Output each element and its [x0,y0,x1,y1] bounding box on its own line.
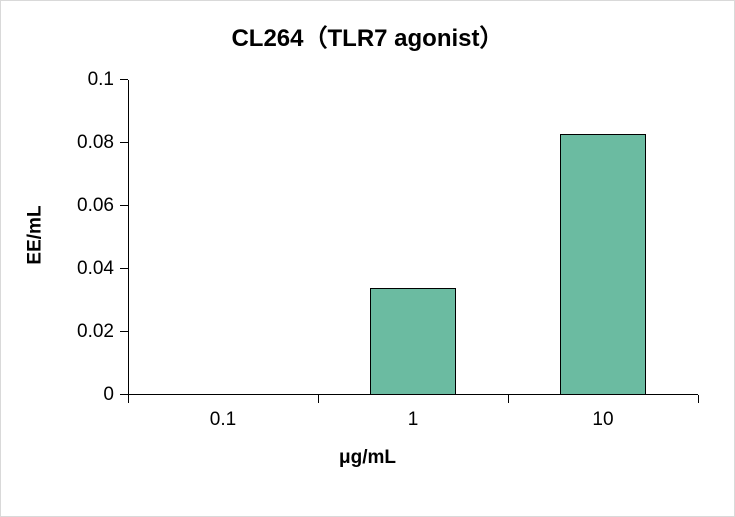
y-tick-mark [120,142,128,143]
x-axis-label: μg/mL [0,447,735,469]
y-tick-mark [120,394,128,395]
bar [370,288,456,395]
y-tick-mark [120,331,128,332]
y-tick-label: 0.06 [77,195,114,217]
chart-title: CL264（TLR7 agonist） [0,18,735,53]
x-tick-label: 1 [408,409,419,431]
y-axis-line [128,80,129,395]
x-tick-label: 0.1 [210,409,236,431]
plot-area: 00.020.040.060.080.10.1110 [128,80,698,395]
y-tick-label: 0 [103,384,114,406]
y-tick-label: 0.02 [77,321,114,343]
y-tick-label: 0.1 [88,69,114,91]
x-tick-label: 10 [592,409,613,431]
y-tick-mark [120,79,128,80]
y-tick-mark [120,268,128,269]
bar [560,134,646,395]
y-axis-label: EE/mL [25,205,47,264]
y-tick-label: 0.08 [77,132,114,154]
x-tick-mark [128,395,129,403]
chart-frame: CL264（TLR7 agonist） EE/mL μg/mL 00.020.0… [0,0,735,517]
x-tick-mark [508,395,509,403]
y-tick-mark [120,205,128,206]
x-tick-mark [698,395,699,403]
x-tick-mark [318,395,319,403]
y-tick-label: 0.04 [77,258,114,280]
